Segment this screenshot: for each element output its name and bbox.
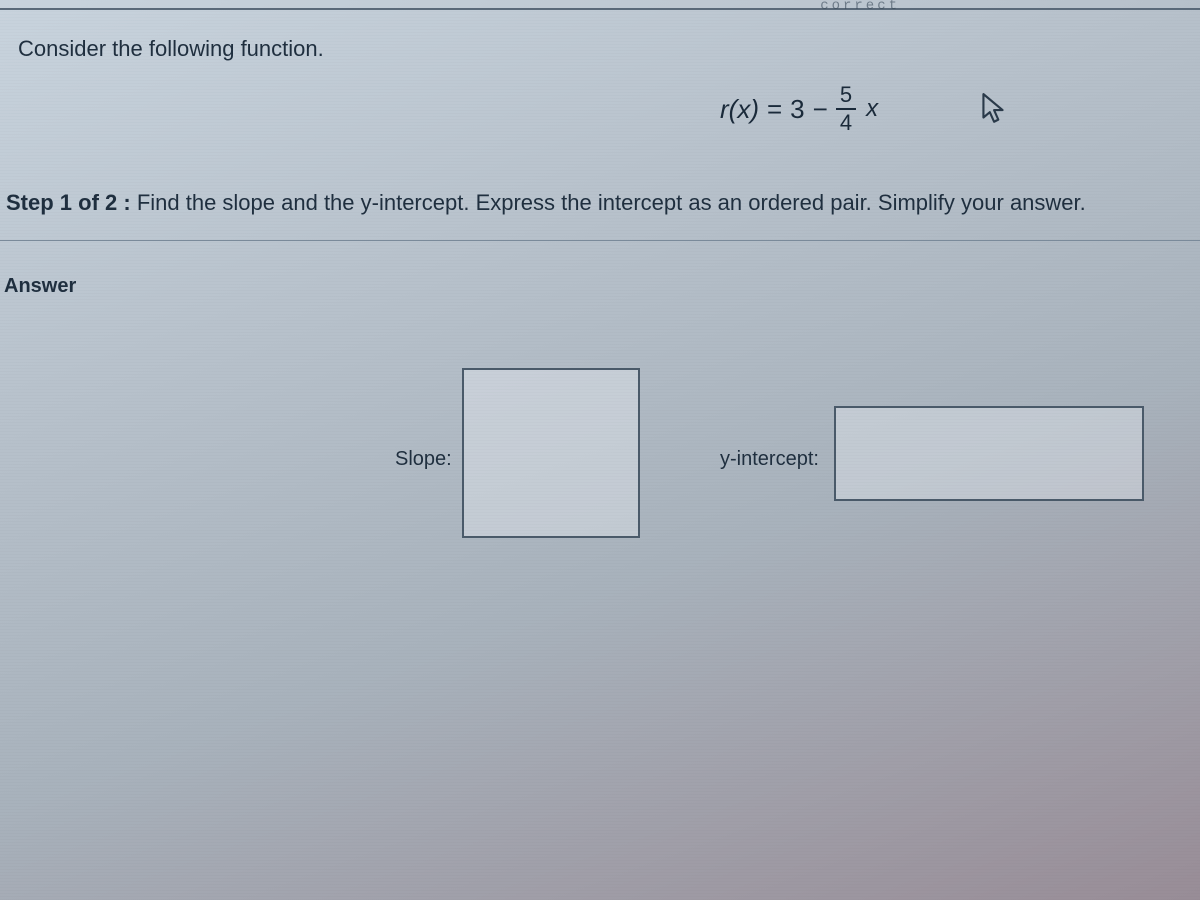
equation-row: r(x) = 3 − 5 4 x [0,62,1200,182]
slope-input-box[interactable] [462,368,640,538]
question-page: correct Consider the following function.… [0,8,1200,900]
answer-inputs-row: Slope: y-intercept: [0,298,1200,598]
minus-sign: − [813,94,828,125]
constant-term: 3 [790,94,804,125]
slope-input[interactable] [464,370,642,538]
prompt-text: Consider the following function. [0,10,1200,62]
equation-lhs: r(x) [720,94,759,125]
slope-label: Slope: [395,448,452,471]
step-instruction: Step 1 of 2 : Find the slope and the y-i… [0,182,1200,240]
function-equation: r(x) = 3 − 5 4 x [720,84,878,134]
fraction-denominator: 4 [836,110,856,134]
variable-x: x [866,95,878,123]
y-intercept-input-box[interactable] [834,406,1144,501]
equals-sign: = [767,94,782,125]
fraction: 5 4 [836,84,856,134]
step-label: Step 1 of 2 : [6,190,131,215]
partial-top-text: correct [820,0,900,14]
answer-header: Answer [0,241,1200,298]
cursor-icon [980,92,1006,126]
y-intercept-label: y-intercept: [720,448,819,471]
step-text: Find the slope and the y-intercept. Expr… [137,190,1086,215]
fraction-numerator: 5 [836,84,856,110]
y-intercept-input[interactable] [836,408,1146,501]
